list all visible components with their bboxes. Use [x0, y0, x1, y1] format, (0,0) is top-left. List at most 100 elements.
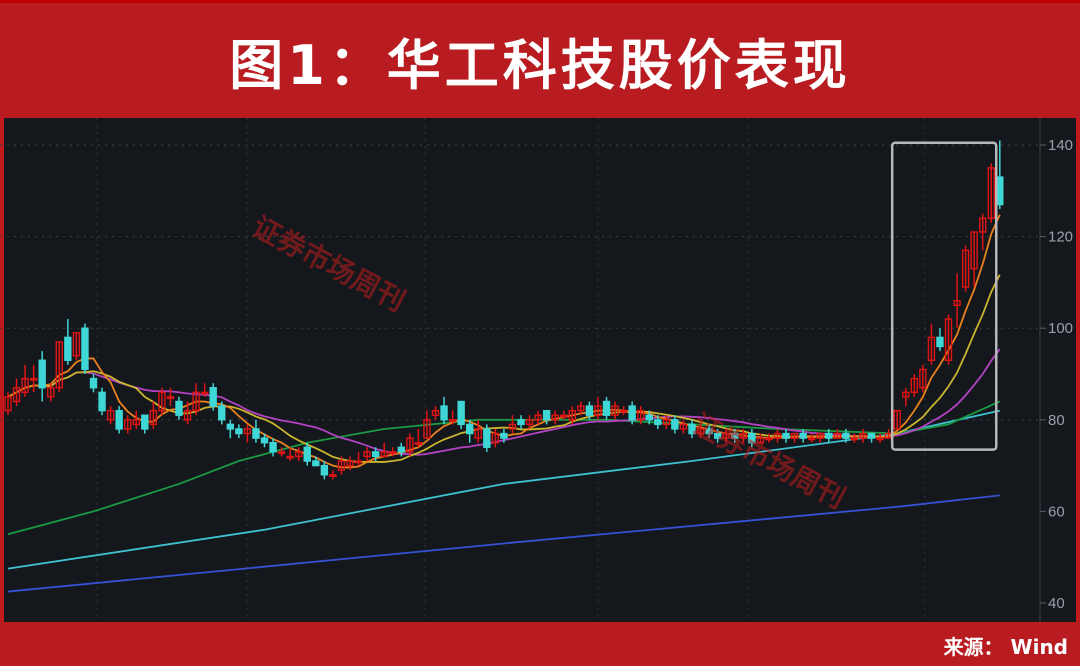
candle: [825, 428, 833, 443]
candle-body: [303, 446, 311, 462]
candle-body: [431, 409, 440, 416]
candle-body: [927, 336, 936, 361]
candle-body: [380, 451, 388, 458]
candle-body: [98, 391, 106, 412]
y-tick-label: 40: [1048, 595, 1065, 612]
candle: [209, 383, 217, 411]
candle: [269, 438, 277, 457]
candle: [517, 415, 525, 429]
candle-body: [21, 377, 29, 394]
candle-body: [748, 432, 756, 444]
candle-body: [688, 423, 696, 435]
candle-body: [149, 409, 158, 426]
candle: [602, 396, 611, 420]
candle-body: [739, 432, 747, 439]
candle: [397, 442, 405, 457]
candle: [132, 410, 140, 429]
candle: [277, 447, 286, 457]
candle-body: [765, 437, 773, 441]
candle: [525, 415, 534, 429]
candle: [739, 428, 747, 443]
candle-body: [81, 327, 89, 371]
candle-body: [850, 437, 859, 441]
candle: [440, 396, 448, 425]
candle: [183, 401, 192, 425]
candle: [944, 314, 953, 365]
candle: [243, 424, 252, 443]
candle: [902, 387, 910, 407]
candle-body: [731, 432, 739, 439]
candle: [226, 419, 235, 439]
candle: [123, 415, 132, 434]
candle-body: [936, 336, 944, 348]
title-banner: 图1：华工科技股价表现: [0, 0, 1080, 118]
candle: [295, 447, 303, 462]
candle-body: [902, 391, 910, 398]
candle: [953, 273, 961, 329]
candle: [260, 433, 269, 448]
candle-body: [696, 428, 705, 435]
candle: [252, 419, 260, 443]
candle-body: [226, 423, 235, 430]
candle-body: [346, 460, 354, 467]
candle-body: [782, 432, 790, 439]
candle: [731, 428, 739, 443]
candle: [654, 415, 662, 429]
candle-body: [662, 419, 671, 426]
candle: [166, 387, 175, 407]
candle-body: [38, 359, 46, 389]
candle-body: [474, 428, 482, 439]
candle-body: [106, 409, 115, 421]
candle-body: [542, 409, 551, 421]
candle-body: [218, 405, 226, 421]
candle: [89, 374, 98, 393]
candle-body: [551, 414, 559, 421]
candle-body: [115, 409, 123, 430]
candle-body: [448, 419, 457, 422]
candle-body: [123, 419, 132, 430]
candle: [4, 392, 12, 416]
candle: [560, 410, 568, 420]
candle-body: [260, 437, 269, 444]
candle-body: [363, 451, 371, 458]
candle-body: [517, 419, 525, 426]
candle: [500, 428, 508, 443]
candle: [466, 419, 474, 443]
candle-body: [876, 437, 884, 441]
candle-body: [713, 432, 722, 439]
candle: [235, 424, 243, 439]
candle: [696, 424, 705, 439]
candle-body: [602, 400, 611, 416]
candle: [927, 323, 936, 365]
candlestick-chart: 140 120 100 80 60 40 证券市场周刊 证券市场周刊: [0, 118, 1073, 622]
candle-body: [893, 409, 901, 430]
candle-body: [312, 460, 320, 467]
candle-body: [235, 428, 243, 435]
candle: [448, 410, 457, 425]
candle-body: [842, 432, 850, 439]
candle: [72, 332, 81, 361]
candle-body: [389, 451, 397, 455]
candle-body: [679, 423, 688, 430]
candle: [12, 378, 21, 407]
candle-body: [987, 167, 995, 219]
candle-body: [89, 377, 98, 389]
candle: [175, 396, 183, 420]
source-note: 来源： Wind: [943, 635, 1068, 659]
candle-body: [799, 432, 807, 439]
candle: [380, 442, 388, 458]
candle-body: [611, 405, 619, 416]
candle: [200, 383, 209, 397]
candle: [782, 428, 790, 443]
ma250-line: [7, 494, 1000, 593]
candle: [414, 428, 423, 448]
ma60-line: [7, 400, 1001, 536]
candle-body: [166, 396, 175, 400]
candle-body: [286, 455, 294, 459]
candle: [688, 419, 696, 439]
candle: [312, 456, 320, 467]
candle-body: [756, 437, 765, 444]
candle: [64, 319, 72, 365]
candle-body: [320, 464, 329, 476]
candle: [534, 410, 542, 425]
